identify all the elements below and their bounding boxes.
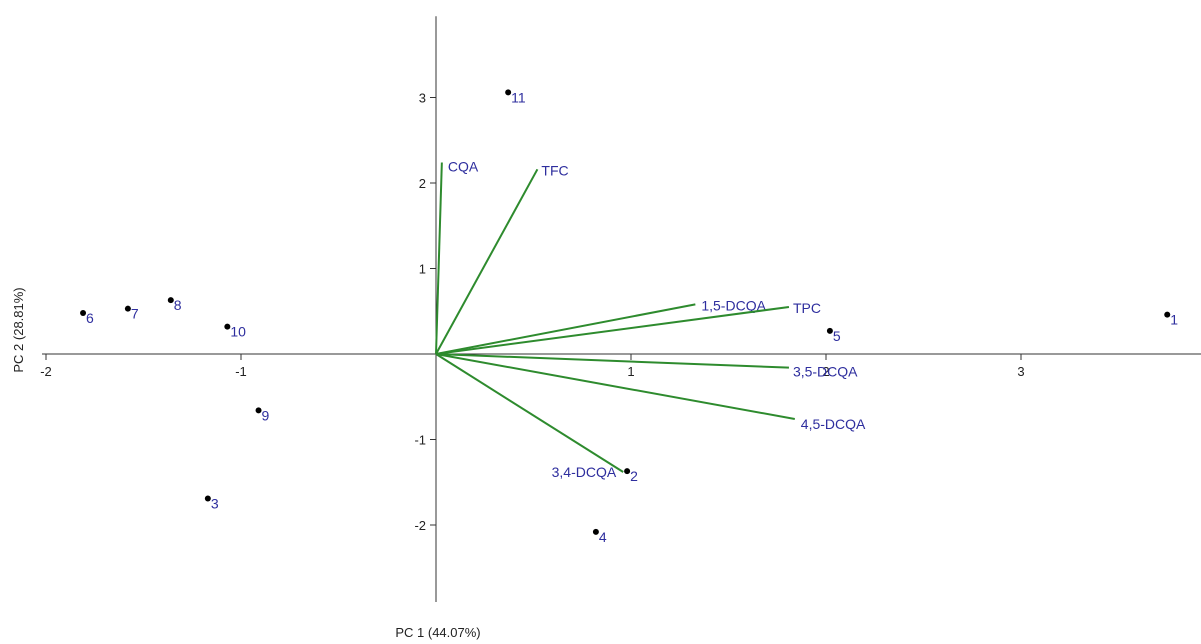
loading-label: 4,5-DCQA (801, 416, 866, 432)
score-point (592, 528, 599, 535)
point-label: 4 (599, 529, 607, 545)
y-tick-label: 3 (419, 91, 426, 106)
x-tick-label: 1 (627, 364, 634, 379)
loading-label: 3,5-DCQA (793, 364, 858, 380)
y-tick-label: 1 (419, 262, 426, 277)
score-point (224, 323, 231, 330)
point-label: 1 (1170, 312, 1178, 328)
point-label: 8 (174, 297, 182, 313)
point-label: 7 (131, 306, 139, 322)
loading-vector (435, 353, 624, 473)
score-point (505, 89, 512, 96)
loading-vector (435, 168, 539, 355)
point-label: 9 (262, 407, 270, 423)
axes (42, 16, 1201, 602)
loading-vectors: CQA TFC 1,5-DCQA TPC 3,5-DCQA 4,5-DCQA 3,4-DCQ… (435, 158, 866, 480)
point-label: 2 (630, 468, 638, 484)
loading-label: CQA (448, 158, 479, 174)
score-point (167, 297, 174, 304)
loading-vector (435, 353, 789, 369)
point-label: 5 (833, 328, 841, 344)
y-tick-label: 2 (419, 176, 426, 191)
score-point (826, 327, 833, 334)
loading-vector (435, 305, 790, 355)
x-axis-title: PC 1 (44.07%) (395, 625, 480, 640)
loading-label: 1,5-DCQA (701, 297, 766, 313)
point-label: 10 (230, 324, 246, 340)
x-tick-label: -2 (40, 364, 52, 379)
x-tick-label: 3 (1017, 364, 1024, 379)
score-point (204, 495, 211, 502)
y-tick-label: -2 (414, 518, 426, 533)
y-axis-title: PC 2 (28.81%) (11, 287, 26, 372)
score-point (1164, 311, 1171, 318)
axis-ticks: -2 -1 1 2 3 -2 -1 1 2 3 (40, 91, 1024, 534)
y-tick-label: -1 (414, 433, 426, 448)
point-label: 11 (511, 89, 526, 105)
score-point (624, 468, 631, 475)
loading-vector (435, 162, 443, 355)
x-tick-label: -1 (235, 364, 247, 379)
score-point (124, 305, 131, 312)
loading-label: 3,4-DCQA (552, 464, 617, 480)
loading-vector (435, 353, 795, 420)
score-point (80, 309, 87, 316)
point-label: 6 (86, 310, 94, 326)
loading-vector (435, 303, 696, 355)
loading-label: TFC (541, 162, 568, 178)
point-label: 3 (211, 495, 219, 511)
loading-label: TPC (793, 300, 821, 316)
x-tick-label: 2 (822, 364, 829, 379)
score-point (255, 407, 262, 414)
